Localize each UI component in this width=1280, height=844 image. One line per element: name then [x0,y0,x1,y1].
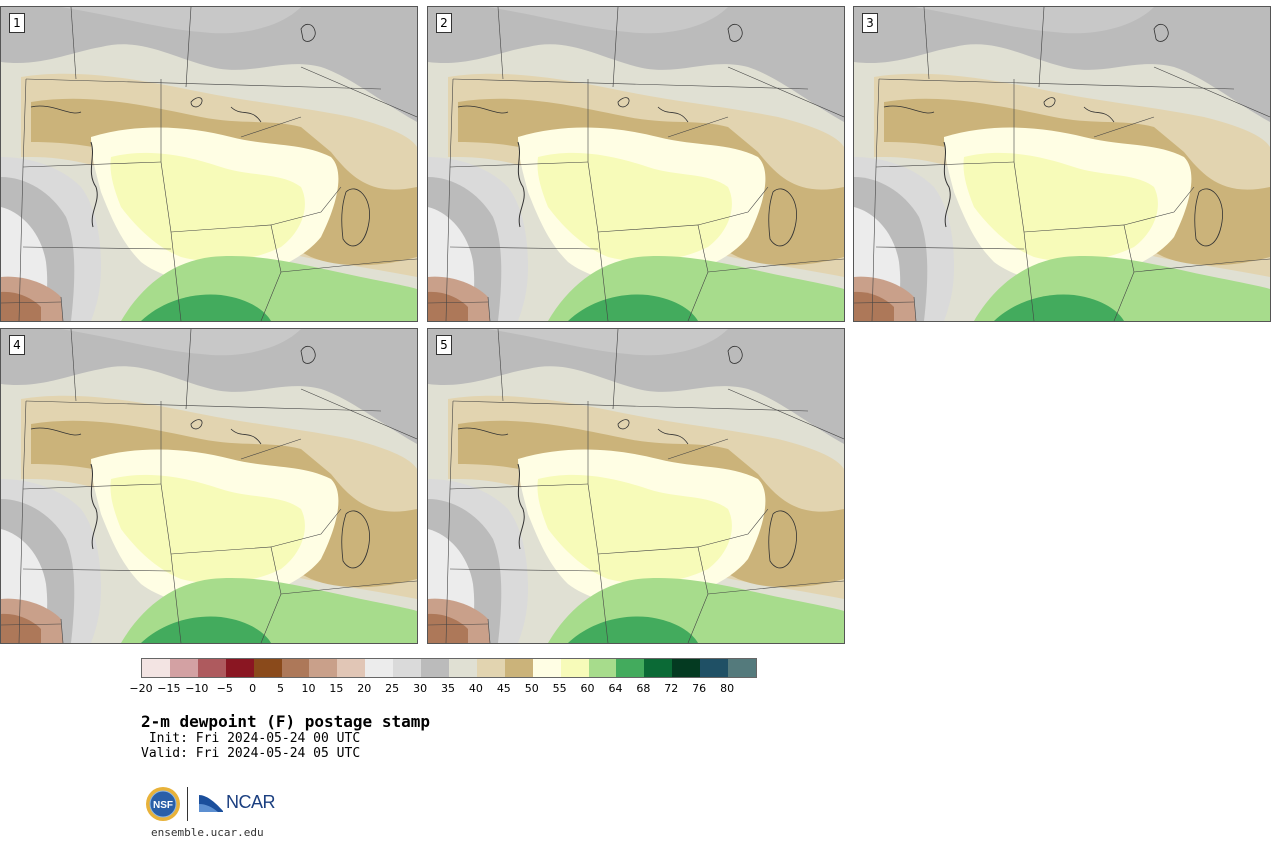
panel-number: 1 [9,13,25,33]
colorbar-tick-label: −20 [129,682,153,695]
colorbar-tick-label: 72 [664,682,679,695]
colorbar-segment [142,659,170,677]
colorbar-segment [700,659,729,677]
colorbar-segment [365,659,394,677]
ncar-logo-text: NCAR [226,792,276,812]
colorbar-segment [476,659,505,677]
map-panel-3: 3 [853,6,1271,322]
dewpoint-map [1,7,417,321]
colorbar-tick-label: 60 [580,682,595,695]
colorbar-tick-label: 68 [636,682,651,695]
colorbar-tick-label: 45 [496,682,511,695]
colorbar-tick-label: 55 [552,682,567,695]
colorbar-tick-label: 30 [413,682,428,695]
colorbar-tick-label: 76 [692,682,707,695]
colorbar-segment [309,659,338,677]
colorbar-segment [393,659,422,677]
colorbar-tick-label: −5 [216,682,233,695]
panel-number: 2 [436,13,452,33]
colorbar-segment [197,659,226,677]
colorbar-segment [532,659,561,677]
colorbar-tick-label: −10 [185,682,209,695]
ncar-logo: NCAR [198,792,276,813]
colorbar-tick-label: 40 [468,682,483,695]
colorbar-segment [560,659,589,677]
dewpoint-map [1,329,417,643]
colorbar-segment [588,659,617,677]
colorbar-tick-label: 10 [301,682,316,695]
colorbar-segment [337,659,366,677]
colorbar-tick-label: 25 [385,682,400,695]
panel-number: 3 [862,13,878,33]
nsf-logo: NSF [145,786,181,826]
panel-number: 4 [9,335,25,355]
colorbar-segment [281,659,310,677]
colorbar-tick-label: 5 [277,682,285,695]
colorbar-segment [169,659,198,677]
svg-text:NSF: NSF [153,800,173,811]
colorbar-segment [644,659,673,677]
colorbar-tick-label: 50 [524,682,539,695]
colorbar-segment [225,659,254,677]
colorbar-segment [253,659,282,677]
colorbar-tick-label: 0 [249,682,257,695]
logo-divider [187,787,188,821]
valid-time: Valid: Fri 2024-05-24 05 UTC [141,746,361,761]
map-panel-2: 2 [427,6,845,322]
colorbar-tick-label: −15 [157,682,181,695]
map-panel-1: 1 [0,6,418,322]
chart-title: 2-m dewpoint (F) postage stamp [141,712,430,731]
colorbar [141,658,757,678]
map-panel-5: 5 [427,328,845,644]
colorbar-tick-labels: −20 −15 −10 −5 0 5 10 15 20 25 30 35 40 45 50 55 60 64 68 7… [129,682,757,696]
colorbar-segment [421,659,449,677]
dewpoint-map [428,7,844,321]
colorbar-tick-label: 80 [720,682,735,695]
map-panel-4: 4 [0,328,418,644]
colorbar-tick-label: 20 [357,682,372,695]
dewpoint-map [428,329,844,643]
colorbar-segment [728,659,756,677]
colorbar-tick-label: 35 [441,682,455,695]
colorbar-segment [504,659,533,677]
colorbar-segment [448,659,477,677]
colorbar-tick-label: 64 [608,682,623,695]
colorbar-segment [616,659,645,677]
init-time: Init: Fri 2024-05-24 00 UTC [141,731,361,746]
colorbar-tick-label: 15 [329,682,344,695]
panel-number: 5 [436,335,452,355]
dewpoint-map [854,7,1270,321]
website-link[interactable]: ensemble.ucar.edu [151,826,264,839]
colorbar-segment [672,659,701,677]
